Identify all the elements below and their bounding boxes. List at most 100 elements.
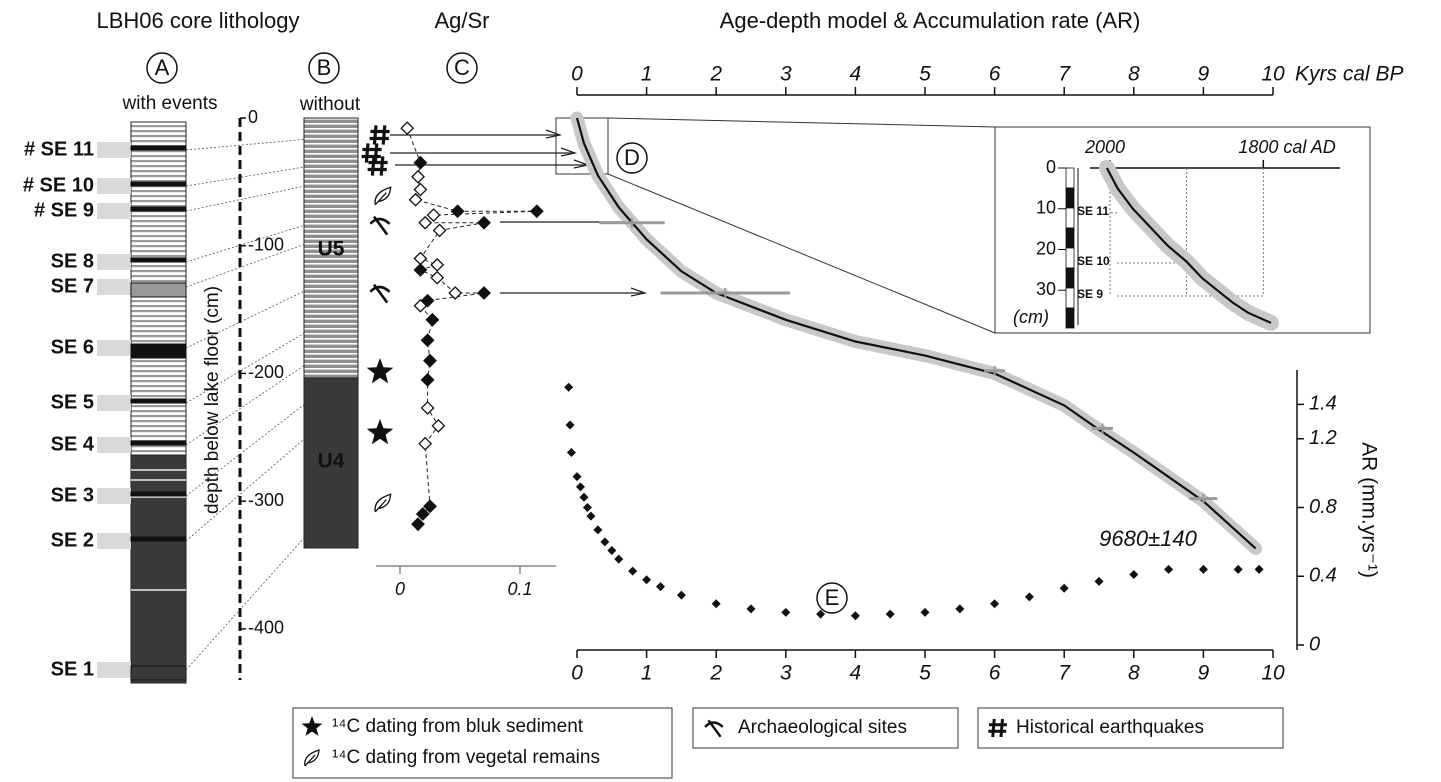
ar-point	[586, 512, 595, 521]
bulk-symbol	[367, 358, 394, 383]
y-tick-label: 0.8	[1309, 496, 1337, 518]
profile-point	[432, 420, 444, 432]
panel-letter: E	[825, 585, 840, 610]
event-connector	[186, 538, 304, 670]
ar-point	[573, 472, 582, 481]
x-tick-label: 6	[989, 662, 1001, 685]
earthquake-symbol	[370, 125, 390, 144]
ar-point	[628, 567, 637, 576]
x-tick-label: 0	[571, 662, 583, 685]
y-tick-label: 20	[1036, 238, 1056, 258]
y-tick-label: 0	[248, 107, 258, 127]
profile-point	[412, 171, 424, 183]
profile-point	[431, 259, 443, 271]
earthquake-symbol	[368, 156, 388, 175]
annotation: 9680±140	[1099, 526, 1197, 551]
chart-title: Age-depth model & Accumulation rate (AR)	[720, 8, 1141, 33]
arrow-head	[561, 148, 575, 156]
event-connector	[186, 139, 304, 150]
ar-point	[579, 493, 588, 502]
x-tick-label: 1800 cal AD	[1238, 137, 1335, 157]
earthquake-symbol	[362, 143, 382, 162]
x-tick-label: 2	[709, 63, 722, 86]
ar-point	[1129, 570, 1138, 579]
x-tick-label: 3	[780, 63, 792, 86]
ar-point	[921, 608, 930, 617]
ar-point	[781, 608, 790, 617]
ar-point	[566, 421, 575, 430]
y-tick-label: -200	[248, 362, 284, 382]
event-layer	[131, 344, 186, 358]
event-label: SE 2	[51, 529, 94, 551]
ar-point	[990, 599, 999, 608]
event-label: SE 9	[1077, 287, 1103, 301]
legend-text: ¹⁴C dating from vegetal remains	[332, 747, 600, 768]
ar-point	[607, 546, 616, 555]
archaeology-symbol	[370, 217, 389, 235]
event-band	[97, 254, 131, 270]
x-tick-label: 4	[850, 63, 862, 86]
event-layer	[131, 258, 186, 262]
y-tick-label: 0	[1046, 157, 1056, 177]
profile-point	[434, 224, 446, 236]
legend-text: ¹⁴C dating from bluk sediment	[332, 716, 584, 737]
profile-line	[407, 128, 537, 524]
event-label: SE 1	[51, 658, 94, 680]
event-band	[97, 340, 131, 356]
ar-point	[747, 604, 756, 613]
archaeology-symbol	[370, 285, 389, 303]
profile-point	[431, 272, 443, 284]
depth-strip	[1066, 308, 1074, 328]
y-axis-label: AR (mm.yrs⁻¹)	[1357, 442, 1380, 578]
ar-point	[600, 537, 609, 546]
ar-point	[1060, 584, 1069, 593]
profile-point	[422, 334, 434, 346]
panel-e: E	[817, 583, 847, 613]
x-tick-label: 5	[919, 63, 931, 86]
event-label: SE 3	[51, 484, 94, 506]
profile-point	[426, 314, 438, 326]
y-tick-label: 1.2	[1309, 427, 1337, 449]
x-axis-label: Kyrs cal BP	[1295, 63, 1404, 86]
x-tick-label: 3	[780, 662, 792, 685]
legend-text: Archaeological sites	[738, 717, 907, 738]
event-label: # SE 11	[24, 138, 94, 160]
ar-point	[576, 482, 585, 491]
event-band	[97, 533, 131, 549]
x-tick-label: 1	[641, 662, 653, 685]
ar-point	[955, 604, 964, 613]
panel-a: A with events	[121, 53, 217, 114]
ar-point	[1199, 565, 1208, 574]
panel-caption: with events	[121, 93, 217, 114]
ar-point	[656, 582, 665, 591]
ar-point	[1164, 565, 1173, 574]
x-tick-label: 9	[1198, 63, 1210, 86]
ar-point	[851, 611, 860, 620]
depth-strip	[1066, 228, 1074, 248]
lithology-title: LBH06 core lithology	[96, 8, 299, 33]
ar-point	[593, 525, 602, 534]
event-band	[97, 488, 131, 504]
y-tick-label: 10	[1036, 198, 1056, 218]
profile-point	[422, 402, 434, 414]
event-connector	[186, 244, 304, 287]
event-layer	[131, 182, 186, 186]
y-tick-label: -100	[248, 234, 284, 254]
event-band	[97, 662, 131, 678]
event-layer	[131, 492, 186, 496]
profile-point	[414, 253, 426, 265]
profile-point	[419, 438, 431, 450]
event-layer	[131, 146, 186, 150]
panel-caption: without	[299, 94, 361, 115]
x-tick-label: 8	[1128, 63, 1140, 86]
legend: ¹⁴C dating from bluk sediment ¹⁴C dating…	[293, 708, 1283, 778]
event-connector	[186, 186, 304, 211]
event-band	[97, 178, 131, 194]
y-tick-label: 0.4	[1309, 565, 1337, 587]
bulk-symbol	[367, 419, 394, 444]
event-label: SE 8	[51, 250, 94, 272]
x-tick-label: 7	[1058, 662, 1071, 685]
event-layer	[131, 399, 186, 403]
depth-strip	[1066, 268, 1074, 288]
event-label: # SE 10	[23, 174, 94, 196]
